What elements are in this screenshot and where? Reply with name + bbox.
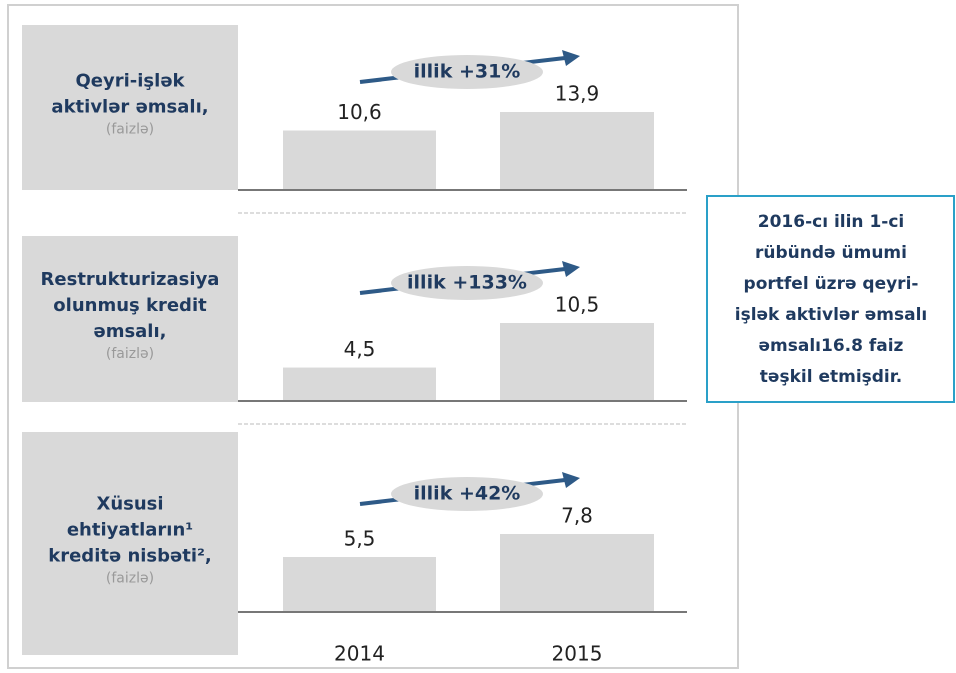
title-box	[22, 432, 238, 655]
title-box	[22, 236, 238, 402]
note-line: 2016-cı ilin 1-ci	[758, 212, 904, 232]
bar	[283, 130, 436, 190]
value-label: 13,9	[555, 82, 600, 106]
chart-title: Qeyri-işlək	[76, 71, 186, 92]
value-label: 10,6	[337, 100, 382, 124]
note-line: əmsalı16.8 faiz	[759, 336, 904, 356]
chart-title: Restrukturizasiya	[41, 269, 220, 290]
title-box	[22, 25, 238, 190]
annotation: illik +133%	[407, 272, 527, 294]
value-label: 7,8	[561, 504, 593, 528]
note-line: işlək aktivlər əmsalı	[735, 305, 928, 325]
annotation: illik +31%	[414, 61, 521, 83]
annotation: illik +42%	[414, 483, 521, 505]
x-tick-label: 2014	[334, 642, 385, 666]
bar	[500, 323, 654, 401]
note-line: portfel üzrə qeyri-	[744, 274, 919, 294]
bar	[283, 557, 436, 612]
bar	[500, 112, 654, 190]
chart-title: Xüsusi	[96, 494, 163, 515]
chart-title: ehtiyatların¹	[67, 520, 193, 541]
note-line: təşkil etmişdir.	[760, 367, 902, 387]
arrow-head	[562, 50, 580, 66]
annotation-bubble	[391, 55, 543, 89]
chart-subtitle: (faizlə)	[106, 346, 154, 362]
x-tick-label: 2015	[552, 642, 603, 666]
chart-title: kreditə nisbəti²,	[48, 546, 211, 567]
note-line: rübündə ümumi	[755, 243, 907, 263]
arrow-head	[562, 472, 580, 488]
note-box	[706, 195, 955, 403]
value-label: 10,5	[555, 293, 600, 317]
chart-subtitle: (faizlə)	[106, 122, 154, 138]
chart-title: olunmuş kredit	[53, 295, 207, 316]
chart-title: aktivlər əmsalı,	[51, 97, 208, 118]
bar	[500, 534, 654, 612]
bar	[283, 367, 436, 401]
chart-title: əmsalı,	[93, 321, 166, 342]
arrow-head	[562, 261, 580, 277]
annotation-bubble	[391, 477, 543, 511]
value-label: 4,5	[344, 337, 376, 361]
value-label: 5,5	[344, 527, 376, 551]
annotation-bubble	[391, 266, 543, 300]
chart-subtitle: (faizlə)	[106, 571, 154, 587]
